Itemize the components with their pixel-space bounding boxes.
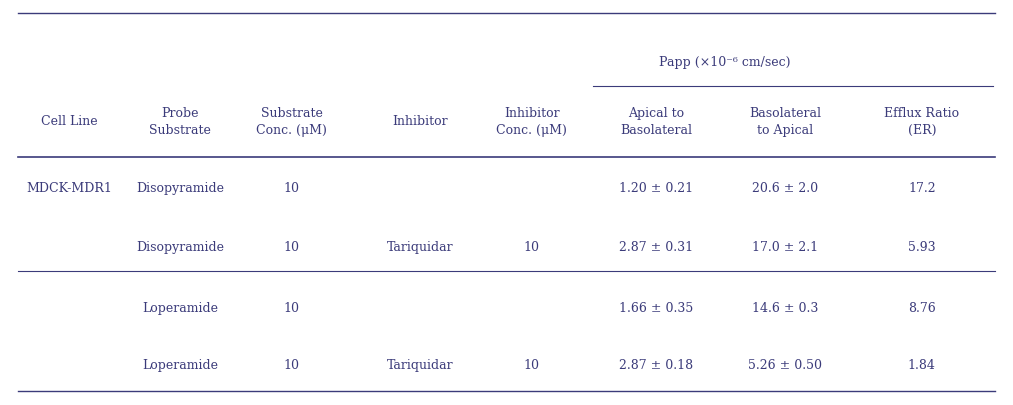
- Text: 1.20 ± 0.21: 1.20 ± 0.21: [619, 182, 694, 195]
- Text: 10: 10: [524, 358, 540, 371]
- Text: 5.93: 5.93: [908, 241, 936, 254]
- Text: 2.87 ± 0.31: 2.87 ± 0.31: [619, 241, 694, 254]
- Text: Efflux Ratio
(ER): Efflux Ratio (ER): [884, 107, 959, 136]
- Text: Cell Line: Cell Line: [41, 115, 97, 128]
- Text: Substrate
Conc. (μM): Substrate Conc. (μM): [256, 107, 327, 136]
- Text: Papp (×10⁻⁶ cm/sec): Papp (×10⁻⁶ cm/sec): [658, 56, 790, 69]
- Text: 1.66 ± 0.35: 1.66 ± 0.35: [619, 301, 694, 314]
- Text: Loperamide: Loperamide: [142, 301, 219, 314]
- Text: 14.6 ± 0.3: 14.6 ± 0.3: [752, 301, 819, 314]
- Text: Disopyramide: Disopyramide: [137, 182, 224, 195]
- Text: 5.26 ± 0.50: 5.26 ± 0.50: [748, 358, 823, 371]
- Text: 10: 10: [284, 301, 300, 314]
- Text: 10: 10: [524, 241, 540, 254]
- Text: MDCK-MDR1: MDCK-MDR1: [26, 182, 111, 195]
- Text: 10: 10: [284, 182, 300, 195]
- Text: Tariquidar: Tariquidar: [387, 358, 454, 371]
- Text: Basolateral
to Apical: Basolateral to Apical: [749, 107, 822, 136]
- Text: 1.84: 1.84: [908, 358, 936, 371]
- Text: 20.6 ± 2.0: 20.6 ± 2.0: [752, 182, 819, 195]
- Text: Disopyramide: Disopyramide: [137, 241, 224, 254]
- Text: Inhibitor: Inhibitor: [393, 115, 448, 128]
- Text: Inhibitor
Conc. (μM): Inhibitor Conc. (μM): [496, 107, 567, 136]
- Text: Tariquidar: Tariquidar: [387, 241, 454, 254]
- Text: 17.2: 17.2: [908, 182, 936, 195]
- Text: 8.76: 8.76: [908, 301, 936, 314]
- Text: Loperamide: Loperamide: [142, 358, 219, 371]
- Text: Probe
Substrate: Probe Substrate: [149, 107, 212, 136]
- Text: Apical to
Basolateral: Apical to Basolateral: [620, 107, 693, 136]
- Text: 10: 10: [284, 241, 300, 254]
- Text: 17.0 ± 2.1: 17.0 ± 2.1: [752, 241, 819, 254]
- Text: 2.87 ± 0.18: 2.87 ± 0.18: [619, 358, 694, 371]
- Text: 10: 10: [284, 358, 300, 371]
